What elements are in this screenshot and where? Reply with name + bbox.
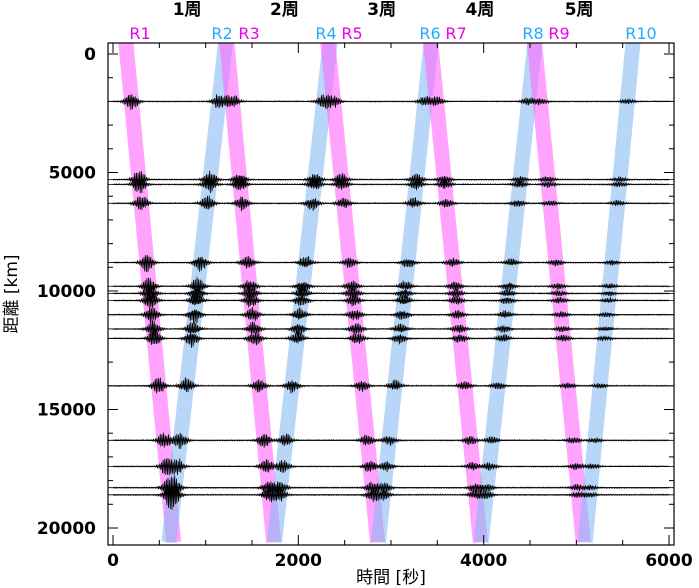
- trace-wiggle: [112, 176, 670, 194]
- phase-label: R8: [522, 24, 543, 43]
- phase-label: R10: [625, 24, 656, 43]
- phase-label: R2: [211, 24, 232, 43]
- trace-wiggle: [112, 285, 670, 304]
- lap-label: 5周: [565, 0, 594, 20]
- trace-wiggle: [112, 254, 670, 273]
- lap-label: 2周: [270, 0, 299, 20]
- phase-label: R9: [548, 24, 569, 43]
- phase-label: R4: [315, 24, 336, 43]
- y-tick-label: 20000: [37, 519, 96, 539]
- lap-label: 1周: [173, 0, 202, 20]
- phase-label: R1: [129, 24, 150, 43]
- trace-wiggle: [112, 170, 670, 188]
- y-tick-label: 10000: [37, 282, 96, 302]
- chart-labels: 時間 [秒] 距離 [km] 1周 2周 3周 4周 5周 R1 R2 R3 R4 R5 R6 R7 R8 R…: [2, 0, 657, 588]
- trace-wiggle: [112, 320, 670, 337]
- y-axis-title: 距離 [km]: [2, 254, 22, 333]
- phase-label: R6: [419, 24, 440, 43]
- y-tick-label: 5000: [49, 164, 96, 184]
- trace-wiggle: [112, 377, 670, 394]
- trace-wiggle: [113, 329, 670, 348]
- x-tick-label: 4000: [460, 551, 507, 571]
- trace-wiggle: [112, 484, 670, 510]
- lap-label: 4周: [466, 0, 495, 20]
- lap-label: 3周: [367, 0, 396, 20]
- axis-ticks: 0 2000 4000 6000 0 5000 10000 15000 20000: [37, 43, 693, 571]
- trace-wiggle: [112, 94, 670, 111]
- trace-wiggle: [112, 307, 670, 324]
- x-tick-label: 6000: [645, 551, 692, 571]
- phase-label: R7: [445, 24, 466, 43]
- phase-label: R3: [238, 24, 259, 43]
- phase-band-r4: [267, 43, 338, 544]
- seismic-traces: [108, 94, 674, 510]
- trace-wiggle: [112, 475, 670, 501]
- phase-label: R5: [341, 24, 362, 43]
- trace-wiggle: [112, 195, 670, 212]
- y-tick-label: 15000: [37, 401, 96, 421]
- trace-wiggle: [112, 291, 670, 308]
- x-tick-label: 2000: [275, 551, 322, 571]
- y-tick-label: 0: [84, 45, 96, 65]
- trace-wiggle: [113, 458, 670, 476]
- trace-wiggle: [112, 432, 670, 450]
- trace-wiggle: [112, 277, 670, 294]
- x-tick-label: 0: [107, 551, 119, 571]
- x-axis-title: 時間 [秒]: [356, 568, 426, 588]
